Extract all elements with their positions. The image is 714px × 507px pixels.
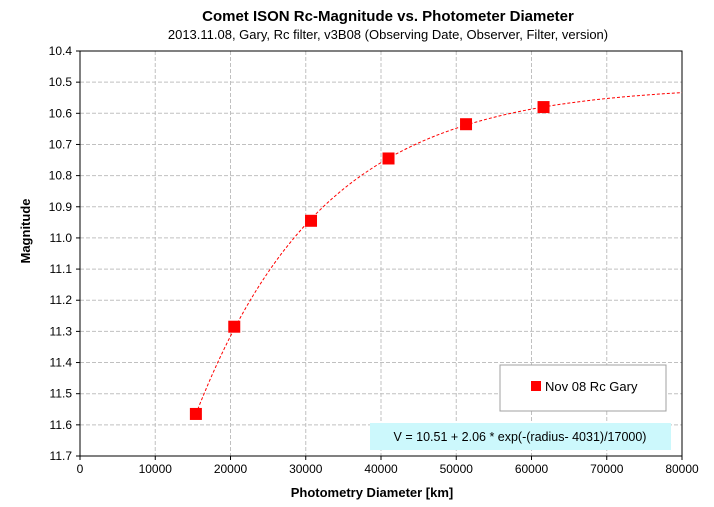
y-tick-label: 10.6 [49,106,73,120]
y-tick-label: 11.1 [50,262,73,276]
grid [80,51,682,456]
x-tick-label: 10000 [139,462,173,476]
x-tick-label: 20000 [214,462,248,476]
y-tick-label: 11.2 [50,293,73,307]
y-tick-label: 10.4 [49,44,73,58]
y-tick-label: 11.5 [50,387,73,401]
y-tick-label: 10.9 [49,200,73,214]
data-point [537,101,550,114]
x-tick-label: 60000 [515,462,549,476]
y-tick-label: 11.7 [50,449,73,463]
x-axis-title: Photometry Diameter [km] [291,485,454,500]
x-tick-label: 50000 [440,462,474,476]
legend-marker [531,381,541,391]
equation-label: V = 10.51 + 2.06 * exp(-(radius- 4031)/1… [394,430,647,444]
axis-ticks: 0 10000 20000 30000 40000 50000 60000 70000 8000… [49,44,699,476]
data-markers [189,101,550,420]
data-point [382,152,395,165]
data-point [305,214,318,227]
x-tick-label: 80000 [665,462,699,476]
data-point [460,118,473,131]
equation-box: V = 10.51 + 2.06 * exp(-(radius- 4031)/1… [370,423,671,450]
y-axis-title: Magnitude [18,199,33,264]
legend-box [499,364,667,412]
y-tick-label: 11.6 [50,418,73,432]
x-tick-label: 40000 [364,462,398,476]
legend: Nov 08 Rc Gary [499,364,667,412]
y-tick-label: 11.4 [50,356,73,370]
legend-label: Nov 08 Rc Gary [545,379,638,394]
x-tick-label: 0 [77,462,84,476]
y-tick-label: 10.7 [49,137,73,151]
y-tick-label: 11.3 [50,324,73,338]
data-point [189,407,202,420]
x-tick-label: 70000 [590,462,624,476]
chart-subtitle: 2013.11.08, Gary, Rc filter, v3B08 (Obse… [168,27,608,42]
y-tick-label: 11.0 [50,231,73,245]
fit-curve [195,92,683,415]
y-tick-label: 10.8 [49,169,73,183]
equation-background [370,423,671,450]
data-point [228,320,241,333]
y-tick-label: 10.5 [49,75,73,89]
chart-title: Comet ISON Rc-Magnitude vs. Photometer D… [202,8,574,25]
x-tick-label: 30000 [289,462,323,476]
